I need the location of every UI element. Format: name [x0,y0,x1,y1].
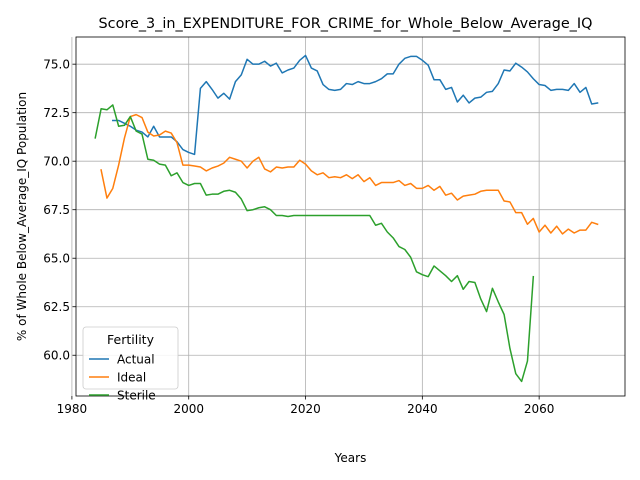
series-group [94,54,599,383]
x-axis-ticks: 1980 2000 2020 2040 2060 [57,396,555,416]
legend-box [82,326,179,390]
x-axis-label: Years [334,451,367,465]
y-tick-label: 67.5 [43,203,70,217]
series-line-sterile [94,104,535,383]
x-tick-label: 2060 [524,402,555,416]
series-line-actual [112,54,599,156]
legend: Fertility Actual Ideal Sterile [82,326,179,402]
legend-label-sterile: Sterile [117,388,156,402]
y-tick-label: 75.0 [43,57,70,71]
legend-title: Fertility [107,332,155,347]
x-tick-label: 1980 [57,402,88,416]
axes-frame [75,36,626,397]
series-line-ideal [100,113,599,235]
legend-label-actual: Actual [117,352,155,366]
y-tick-label: 72.5 [43,106,70,120]
legend-label-ideal: Ideal [117,370,146,384]
x-tick-label: 2020 [290,402,321,416]
legend-entries: Actual Ideal Sterile [89,352,156,402]
grid-lines [71,37,625,396]
y-tick-label: 65.0 [43,252,70,266]
y-tick-label: 60.0 [43,349,70,363]
x-tick-label: 2040 [407,402,438,416]
y-tick-label: 70.0 [43,154,70,168]
y-axis-label: % of Whole Below_Average_IQ Population [15,92,29,341]
x-tick-label: 2000 [173,402,204,416]
y-tick-label: 62.5 [43,300,70,314]
y-axis-ticks: 60.0 62.5 65.0 67.5 70.0 72.5 75.0 [43,57,76,363]
chart-title: Score_3_in_EXPENDITURE_FOR_CRIME_for_Who… [99,16,593,32]
